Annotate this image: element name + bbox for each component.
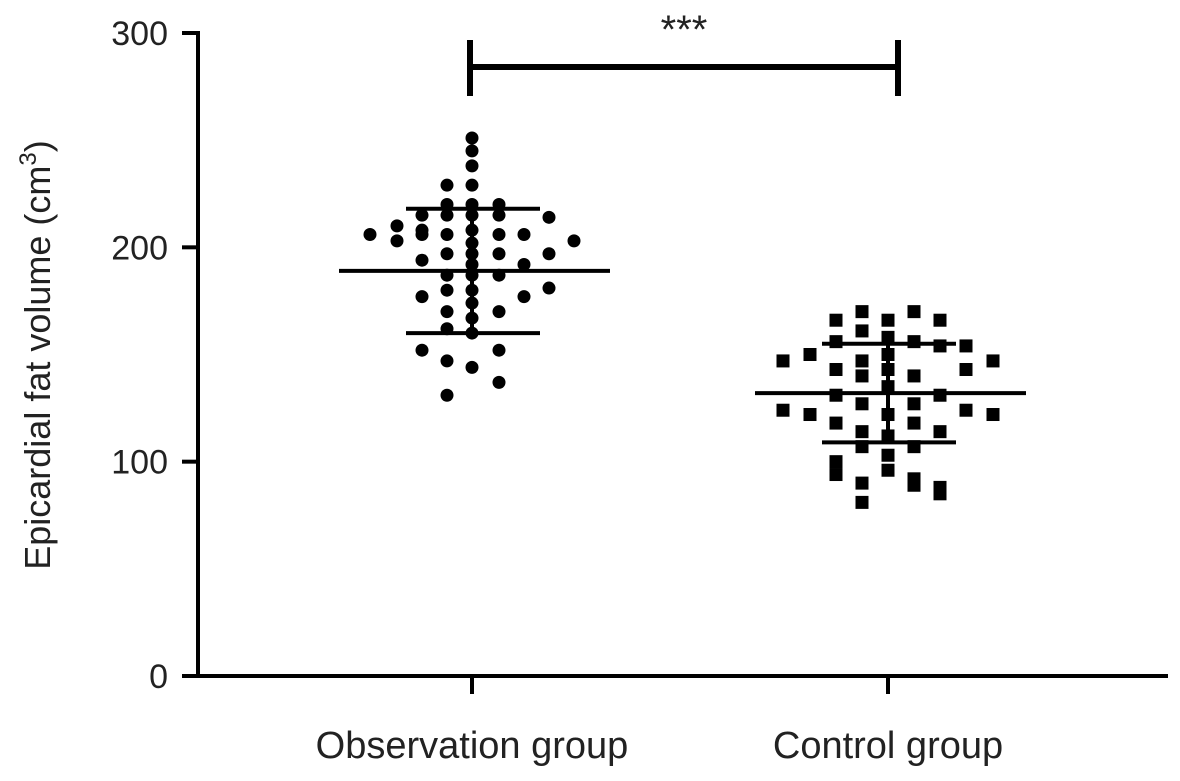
- data-point: [881, 330, 895, 344]
- data-point: [959, 339, 973, 353]
- data-point: [829, 335, 843, 349]
- data-point: [567, 234, 581, 248]
- data-point: [517, 227, 531, 241]
- data-point: [390, 234, 404, 248]
- data-point: [829, 388, 843, 402]
- data-point: [363, 227, 377, 241]
- data-point: [907, 369, 921, 383]
- significance-bracket: ***: [467, 8, 901, 96]
- y-tick-label: 0: [149, 658, 168, 696]
- data-point: [907, 478, 921, 492]
- data-point: [986, 408, 1000, 422]
- data-point: [390, 219, 404, 233]
- data-point: [440, 283, 454, 297]
- data-point: [542, 281, 556, 295]
- data-point: [829, 468, 843, 482]
- data-point: [440, 227, 454, 241]
- data-point: [855, 305, 869, 319]
- data-point: [465, 360, 479, 374]
- y-axis-label: Epicardial fat volume (cm3): [15, 140, 58, 570]
- x-category-label: Observation group: [316, 725, 629, 767]
- data-point: [907, 416, 921, 430]
- axes: [196, 31, 1168, 678]
- y-tick-label: 300: [111, 15, 168, 53]
- data-point: [440, 354, 454, 368]
- data-point: [440, 388, 454, 402]
- data-point: [492, 208, 506, 222]
- data-point: [492, 343, 506, 357]
- x-category-label: Control group: [773, 725, 1003, 767]
- data-point: [440, 305, 454, 319]
- data-point: [492, 375, 506, 389]
- data-point: [933, 487, 947, 501]
- data-point: [907, 397, 921, 411]
- data-point: [415, 290, 429, 304]
- data-point: [855, 354, 869, 368]
- y-ticks: 0 100 200 300: [111, 15, 198, 696]
- data-point: [542, 210, 556, 224]
- data-point: [440, 208, 454, 222]
- y-axis-label-close: ): [17, 140, 58, 152]
- data-point: [829, 363, 843, 377]
- data-point: [517, 257, 531, 271]
- y-tick-label: 200: [111, 229, 168, 267]
- data-point: [465, 178, 479, 192]
- data-point: [803, 348, 817, 361]
- data-point: [492, 227, 506, 241]
- data-point: [465, 144, 479, 158]
- data-point: [829, 416, 843, 430]
- data-point: [829, 455, 843, 469]
- data-point: [415, 343, 429, 357]
- category-ticks: Observation group Control group: [316, 676, 1003, 767]
- data-point: [415, 253, 429, 267]
- y-axis-label-text: Epicardial fat volume (cm: [17, 166, 58, 570]
- data-point: [933, 313, 947, 327]
- data-point: [829, 313, 843, 327]
- data-point: [440, 178, 454, 192]
- data-point: [933, 339, 947, 353]
- data-point: [855, 425, 869, 439]
- y-tick-label: 100: [111, 444, 168, 482]
- data-point: [855, 324, 869, 338]
- data-point: [933, 425, 947, 439]
- data-point: [907, 305, 921, 319]
- data-point: [803, 408, 817, 422]
- data-point: [465, 131, 479, 145]
- data-point: [986, 354, 1000, 368]
- data-point: [855, 397, 869, 411]
- data-point: [415, 208, 429, 222]
- data-point: [440, 247, 454, 261]
- data-point: [855, 369, 869, 383]
- data-point: [907, 335, 921, 349]
- data-point: [959, 403, 973, 417]
- data-point: [776, 403, 790, 417]
- data-point: [933, 388, 947, 402]
- mean-sd-bars: [339, 206, 1026, 445]
- data-point: [492, 305, 506, 319]
- data-point: [776, 354, 790, 368]
- data-point: [465, 159, 479, 173]
- data-point: [881, 448, 895, 462]
- data-point: [492, 247, 506, 261]
- data-point: [959, 363, 973, 377]
- data-point: [881, 463, 895, 477]
- y-axis-label-superscript: 3: [15, 152, 42, 165]
- data-points: [363, 131, 1000, 509]
- data-point: [415, 227, 429, 241]
- data-point: [517, 290, 531, 304]
- data-point: [881, 313, 895, 327]
- data-point: [542, 247, 556, 261]
- significance-label: ***: [661, 8, 708, 52]
- data-point: [855, 476, 869, 490]
- data-point: [855, 495, 869, 509]
